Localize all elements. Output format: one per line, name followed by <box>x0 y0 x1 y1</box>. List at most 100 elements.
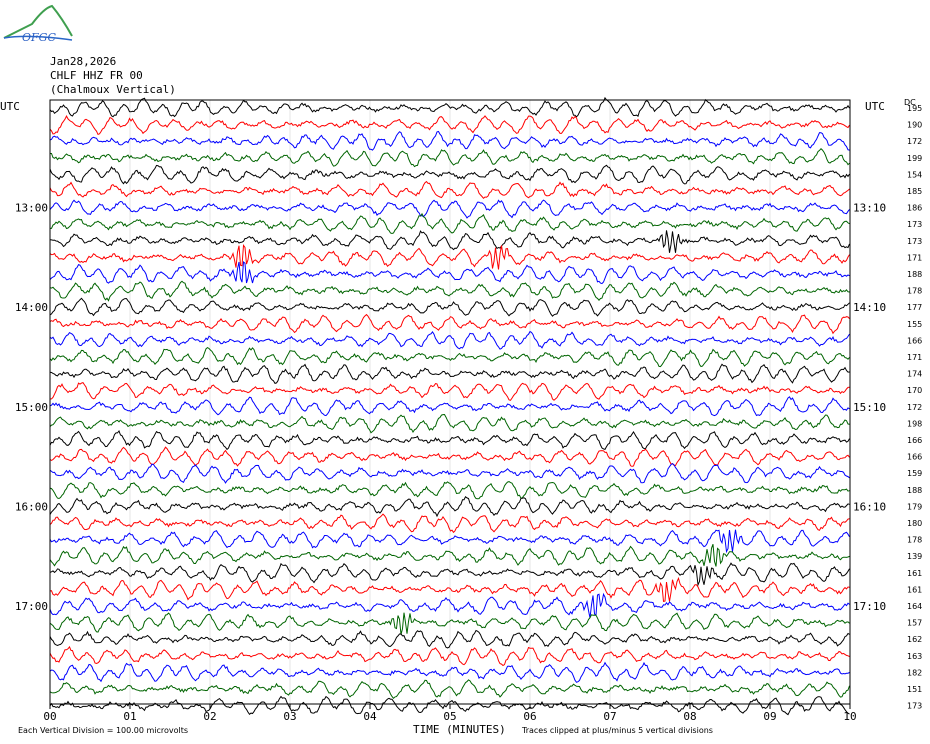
seismic-trace <box>50 212 850 235</box>
ofgc-logo: OFGC <box>3 4 73 44</box>
x-tick-label: 05 <box>443 710 456 723</box>
logo-text: OFGC <box>22 31 56 44</box>
dc-offset-label: 161 <box>907 569 922 578</box>
left-hour-label: 14:00 <box>15 301 48 314</box>
seismic-trace <box>49 115 850 136</box>
dc-offset-label: 172 <box>907 137 922 146</box>
right-hour-label: 17:10 <box>853 600 886 613</box>
dc-offset-label: 157 <box>907 619 922 628</box>
seismic-trace <box>49 661 850 683</box>
seismic-trace <box>49 562 850 587</box>
dc-offset-label: 166 <box>907 336 922 345</box>
seismic-trace <box>49 429 850 451</box>
logo-mountain-icon <box>3 4 73 39</box>
dc-offset-label: 166 <box>907 436 922 445</box>
seismic-trace <box>49 544 850 567</box>
dc-offset-label: 186 <box>907 204 922 213</box>
x-tick-label: 07 <box>603 710 616 723</box>
seismic-trace <box>49 330 850 350</box>
x-tick-label: 03 <box>283 710 296 723</box>
x-tick-label: 08 <box>683 710 696 723</box>
x-tick-label: 09 <box>763 710 776 723</box>
right-hour-label: 15:10 <box>853 401 886 414</box>
dc-offset-label: 154 <box>907 170 922 179</box>
seismic-trace <box>49 164 850 185</box>
right-hour-label: 16:10 <box>853 500 886 513</box>
dc-offset-label: 177 <box>907 303 922 312</box>
seismic-trace <box>49 592 850 619</box>
seismic-trace <box>49 130 850 151</box>
x-tick-label: 06 <box>523 710 536 723</box>
chart-date: Jan28,2026 <box>50 55 117 68</box>
dc-offset-label: 195 <box>907 104 922 113</box>
dc-offset-label: 173 <box>907 702 922 711</box>
dc-offset-label: 198 <box>907 419 922 428</box>
footer-scale: Each Vertical Division = 100.00 microvol… <box>18 726 188 735</box>
seismic-trace <box>49 576 850 602</box>
station-location: (Chalmoux Vertical) <box>50 83 176 96</box>
seismic-trace <box>49 280 850 302</box>
x-tick-label: 10 <box>843 710 856 723</box>
dc-title: DC <box>904 98 916 107</box>
dc-offset-label: 180 <box>907 519 922 528</box>
seismic-trace <box>49 199 850 219</box>
right-hour-label: 13:10 <box>853 202 886 215</box>
dc-offset-label: 185 <box>907 187 922 196</box>
dc-offset-label: 166 <box>907 453 922 462</box>
x-tick-label: 00 <box>43 710 56 723</box>
dc-offset-label: 171 <box>907 253 922 262</box>
right-hour-label: 14:10 <box>853 301 886 314</box>
dc-offset-label: 151 <box>907 685 922 694</box>
dc-offset-label: 188 <box>907 486 922 495</box>
seismic-trace <box>49 529 850 554</box>
dc-offset-label: 199 <box>907 154 922 163</box>
dc-offset-label: 161 <box>907 585 922 594</box>
dc-offset-label: 179 <box>907 502 922 511</box>
seismic-trace <box>49 481 850 500</box>
seismic-trace <box>49 313 850 335</box>
left-hour-label: 13:00 <box>15 202 48 215</box>
left-utc-title: UTC <box>0 100 20 113</box>
seismic-trace <box>49 496 850 518</box>
left-hour-label: 15:00 <box>15 401 48 414</box>
dc-offset-label: 163 <box>907 652 922 661</box>
seismic-trace <box>49 513 850 534</box>
x-tick-label: 01 <box>123 710 136 723</box>
seismic-trace <box>49 396 850 417</box>
dc-offset-label: 162 <box>907 635 922 644</box>
footer-clip: Traces clipped at plus/minus 5 vertical … <box>521 726 713 735</box>
seismic-trace <box>49 462 850 484</box>
seismic-trace <box>49 180 850 200</box>
seismic-trace <box>49 612 850 635</box>
seismic-trace <box>49 297 850 317</box>
dc-offset-label: 188 <box>907 270 922 279</box>
seismic-trace <box>49 679 850 700</box>
station-code: CHLF HHZ FR 00 <box>50 69 143 82</box>
seismic-trace <box>49 230 850 253</box>
left-hour-label: 16:00 <box>15 500 48 513</box>
seismic-trace <box>49 363 850 385</box>
dc-offset-label: 155 <box>907 320 922 329</box>
dc-offset-label: 170 <box>907 386 922 395</box>
dc-offset-label: 172 <box>907 403 922 412</box>
dc-offset-label: 174 <box>907 370 922 379</box>
x-tick-label: 04 <box>363 710 377 723</box>
seismic-trace <box>49 260 850 285</box>
dc-offset-label: 173 <box>907 220 922 229</box>
seismic-trace <box>49 96 850 118</box>
dc-offset-label: 159 <box>907 469 922 478</box>
right-utc-title: UTC <box>865 100 885 113</box>
seismic-trace <box>49 645 850 667</box>
seismic-trace <box>49 446 850 467</box>
dc-offset-label: 139 <box>907 552 922 561</box>
seismic-trace <box>49 346 850 368</box>
dc-offset-label: 190 <box>907 121 922 130</box>
dc-offset-label: 178 <box>907 287 922 296</box>
seismic-trace <box>50 147 850 168</box>
x-tick-label: 02 <box>203 710 216 723</box>
seismic-trace <box>49 382 850 401</box>
dc-offset-label: 178 <box>907 536 922 545</box>
dc-offset-label: 171 <box>907 353 922 362</box>
x-axis-label: TIME (MINUTES) <box>413 723 506 736</box>
